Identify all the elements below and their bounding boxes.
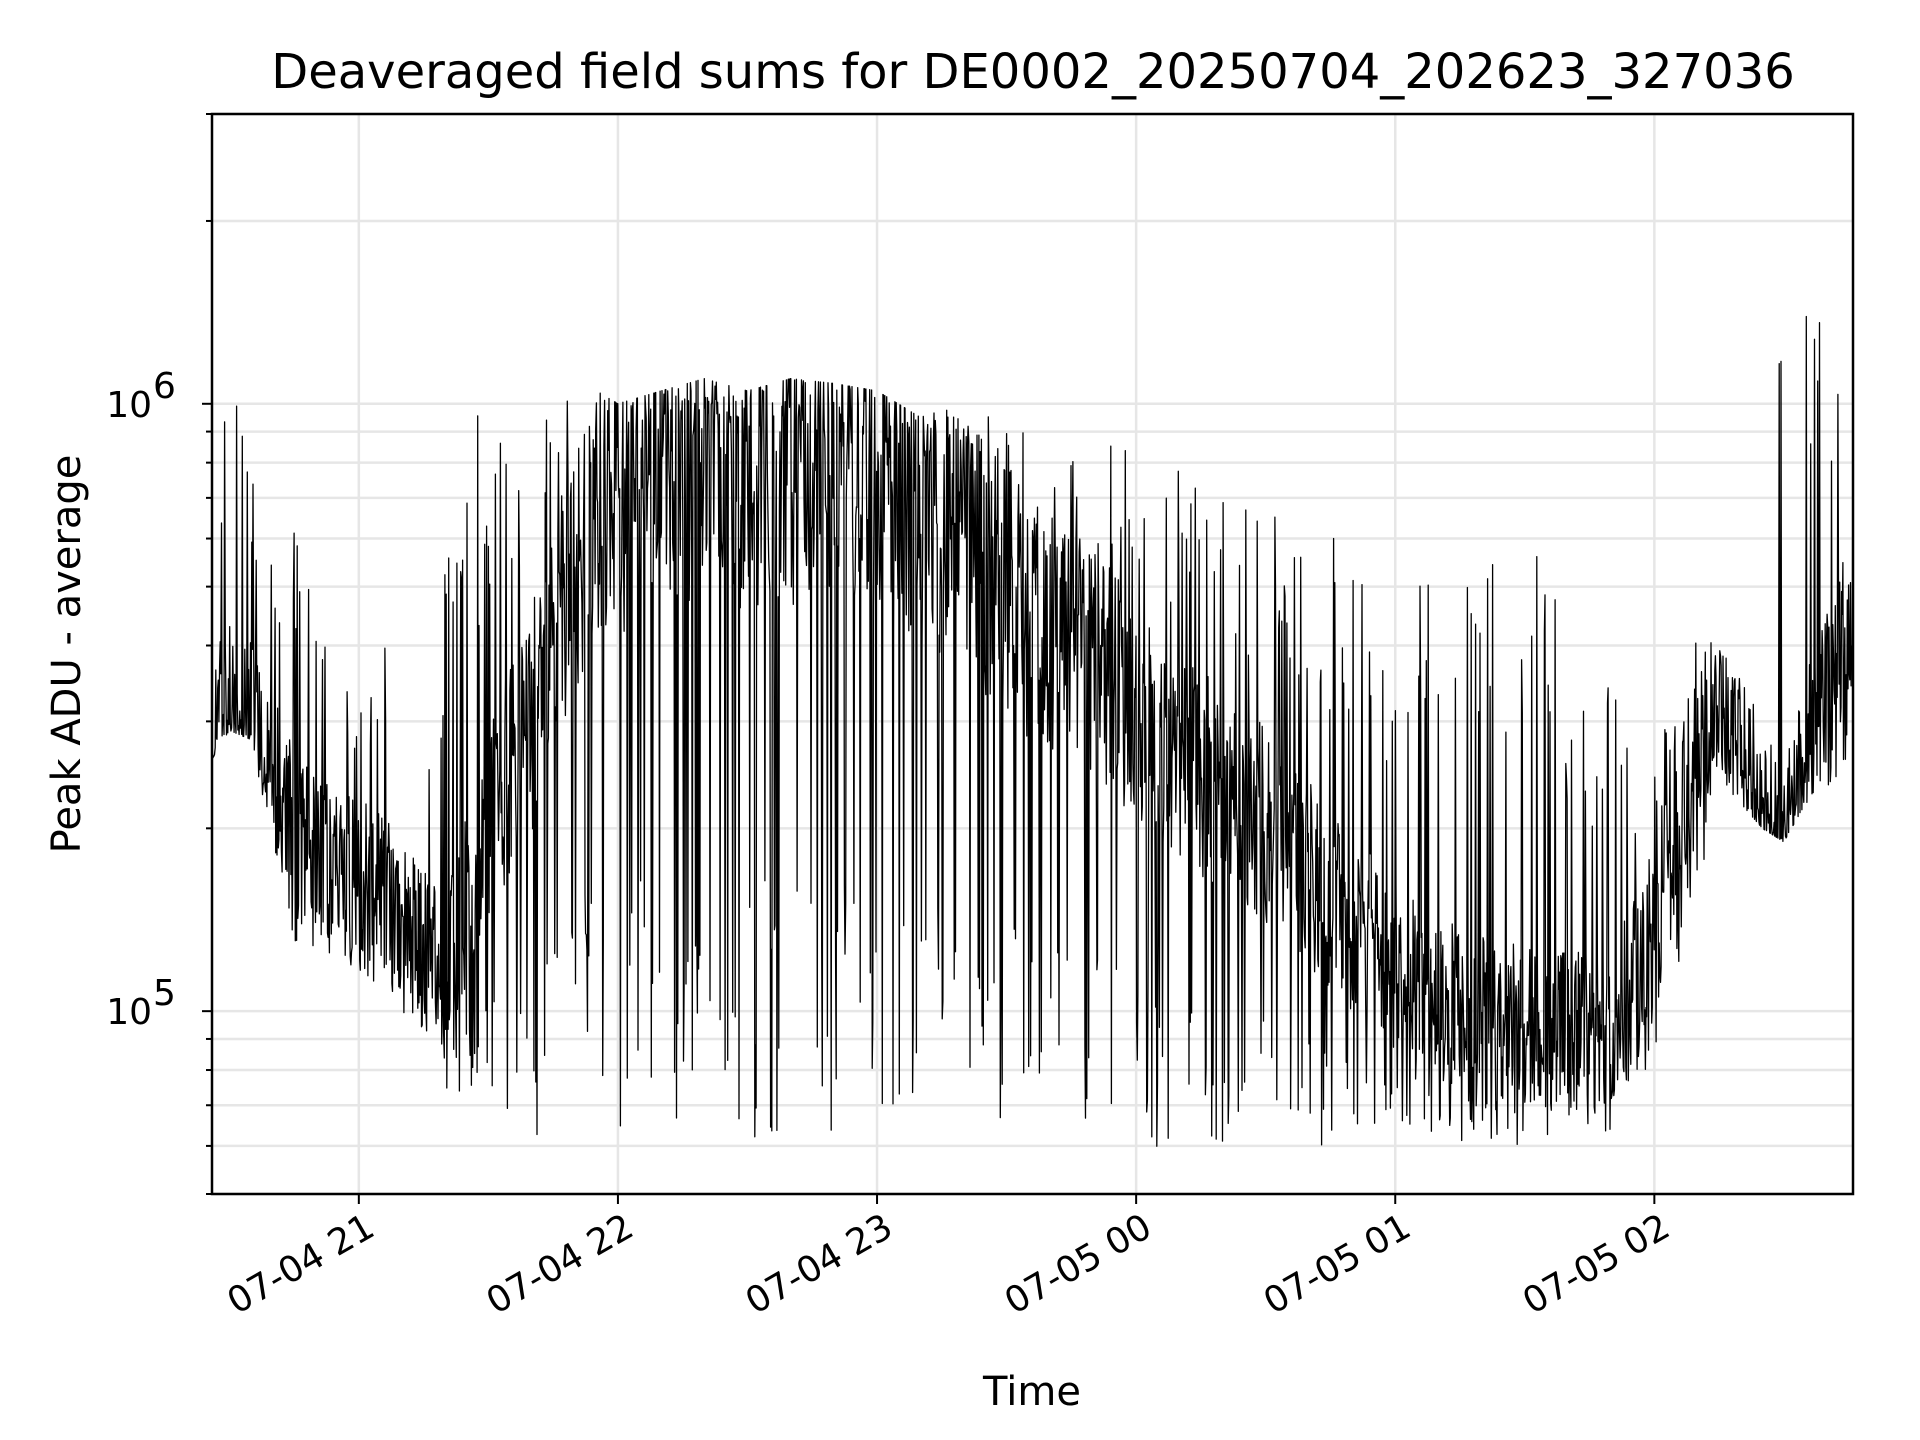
- x-tick-label: 07-04 22: [480, 1206, 641, 1322]
- y-tick-label-exponent: 5: [153, 973, 176, 1014]
- y-tick-label: 10: [106, 992, 152, 1033]
- y-tick-label: 10: [106, 385, 152, 426]
- x-tick-label: 07-05 02: [1516, 1206, 1677, 1322]
- plot-area: [211, 315, 1854, 1147]
- x-axis: 07-04 21 07-04 22 07-04 23 07-05 00 07-05 01…: [221, 1194, 1677, 1323]
- y-tick-label-exponent: 6: [153, 366, 176, 407]
- x-tick-label: 07-05 01: [1257, 1206, 1418, 1322]
- chart-title: Deaveraged field sums for DE0002_2025070…: [271, 44, 1794, 100]
- x-tick-label: 07-04 21: [221, 1206, 382, 1322]
- x-axis-label: Time: [982, 1369, 1081, 1415]
- series-line: [211, 315, 1854, 1147]
- x-tick-label: 07-04 23: [739, 1206, 900, 1322]
- axes-frame: [210, 112, 1855, 1196]
- y-axis-label: Peak ADU - average: [44, 455, 90, 854]
- x-tick-label: 07-05 00: [998, 1206, 1159, 1322]
